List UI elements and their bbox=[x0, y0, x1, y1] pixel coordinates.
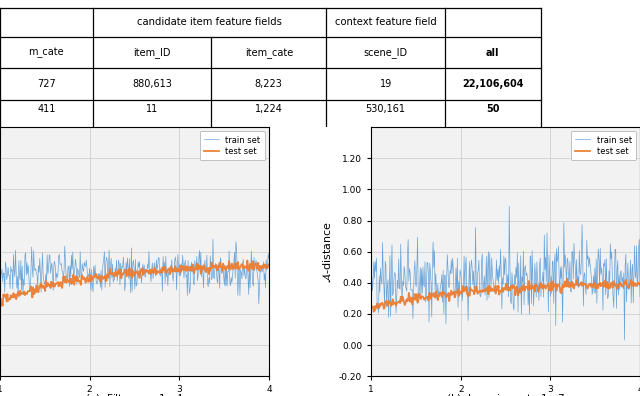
test set bbox=[400, 301, 408, 305]
Legend: train set, test set: train set, test set bbox=[200, 131, 265, 160]
Legend: train set, test set: train set, test set bbox=[571, 131, 636, 160]
train set bbox=[474, 270, 481, 275]
train set bbox=[209, 237, 217, 242]
test set bbox=[0, 303, 6, 308]
Text: scene_ID: scene_ID bbox=[364, 47, 408, 58]
Text: 411: 411 bbox=[37, 104, 56, 114]
Text: item_cate: item_cate bbox=[244, 47, 293, 58]
test set bbox=[191, 267, 198, 272]
Text: 22,106,604: 22,106,604 bbox=[462, 79, 524, 89]
Text: (a)  Filter $m = 1e$-$4$: (a) Filter $m = 1e$-$4$ bbox=[85, 392, 184, 396]
train set bbox=[102, 255, 110, 260]
Text: 1,224: 1,224 bbox=[255, 104, 283, 114]
train set bbox=[636, 294, 640, 299]
train set bbox=[563, 256, 571, 261]
Text: all: all bbox=[486, 48, 500, 58]
Line: test set: test set bbox=[0, 261, 269, 306]
test set bbox=[0, 299, 4, 304]
test set bbox=[367, 302, 375, 307]
Text: 19: 19 bbox=[380, 79, 392, 89]
Text: m_cate: m_cate bbox=[29, 48, 64, 58]
Text: 727: 727 bbox=[37, 79, 56, 89]
Line: train set: train set bbox=[0, 239, 269, 304]
Text: candidate item feature fields: candidate item feature fields bbox=[137, 17, 282, 27]
test set bbox=[474, 289, 482, 294]
Text: item_ID: item_ID bbox=[133, 47, 171, 58]
Y-axis label: $\mathcal{A}$-distance: $\mathcal{A}$-distance bbox=[322, 221, 333, 283]
test set bbox=[243, 258, 251, 263]
Text: 8,223: 8,223 bbox=[255, 79, 283, 89]
Text: 50: 50 bbox=[486, 104, 500, 114]
test set bbox=[103, 272, 111, 277]
train set bbox=[191, 263, 199, 267]
test set bbox=[84, 279, 92, 284]
Text: 11: 11 bbox=[146, 104, 158, 114]
test set bbox=[192, 264, 200, 269]
train set bbox=[455, 279, 463, 284]
test set bbox=[537, 285, 545, 289]
Text: context feature field: context feature field bbox=[335, 17, 436, 27]
train set bbox=[506, 204, 513, 209]
train set bbox=[537, 294, 545, 299]
Line: train set: train set bbox=[371, 206, 640, 340]
test set bbox=[564, 283, 572, 287]
train set bbox=[0, 253, 4, 257]
train set bbox=[255, 302, 262, 307]
test set bbox=[636, 282, 640, 287]
test set bbox=[370, 309, 378, 314]
test set bbox=[265, 262, 273, 267]
train set bbox=[165, 270, 173, 275]
test set bbox=[166, 272, 173, 277]
Text: 880,613: 880,613 bbox=[132, 79, 172, 89]
train set bbox=[621, 338, 628, 343]
test set bbox=[456, 290, 463, 295]
Text: (b)  Learning rate $1e$-$7$: (b) Learning rate $1e$-$7$ bbox=[446, 392, 565, 396]
Text: 530,161: 530,161 bbox=[365, 104, 406, 114]
train set bbox=[265, 256, 273, 261]
train set bbox=[562, 266, 570, 270]
train set bbox=[190, 283, 198, 287]
test set bbox=[562, 283, 570, 288]
train set bbox=[399, 283, 407, 288]
Line: test set: test set bbox=[371, 278, 640, 312]
train set bbox=[84, 275, 92, 280]
train set bbox=[367, 303, 375, 307]
test set bbox=[563, 276, 571, 281]
test set bbox=[29, 285, 37, 290]
train set bbox=[29, 266, 36, 271]
